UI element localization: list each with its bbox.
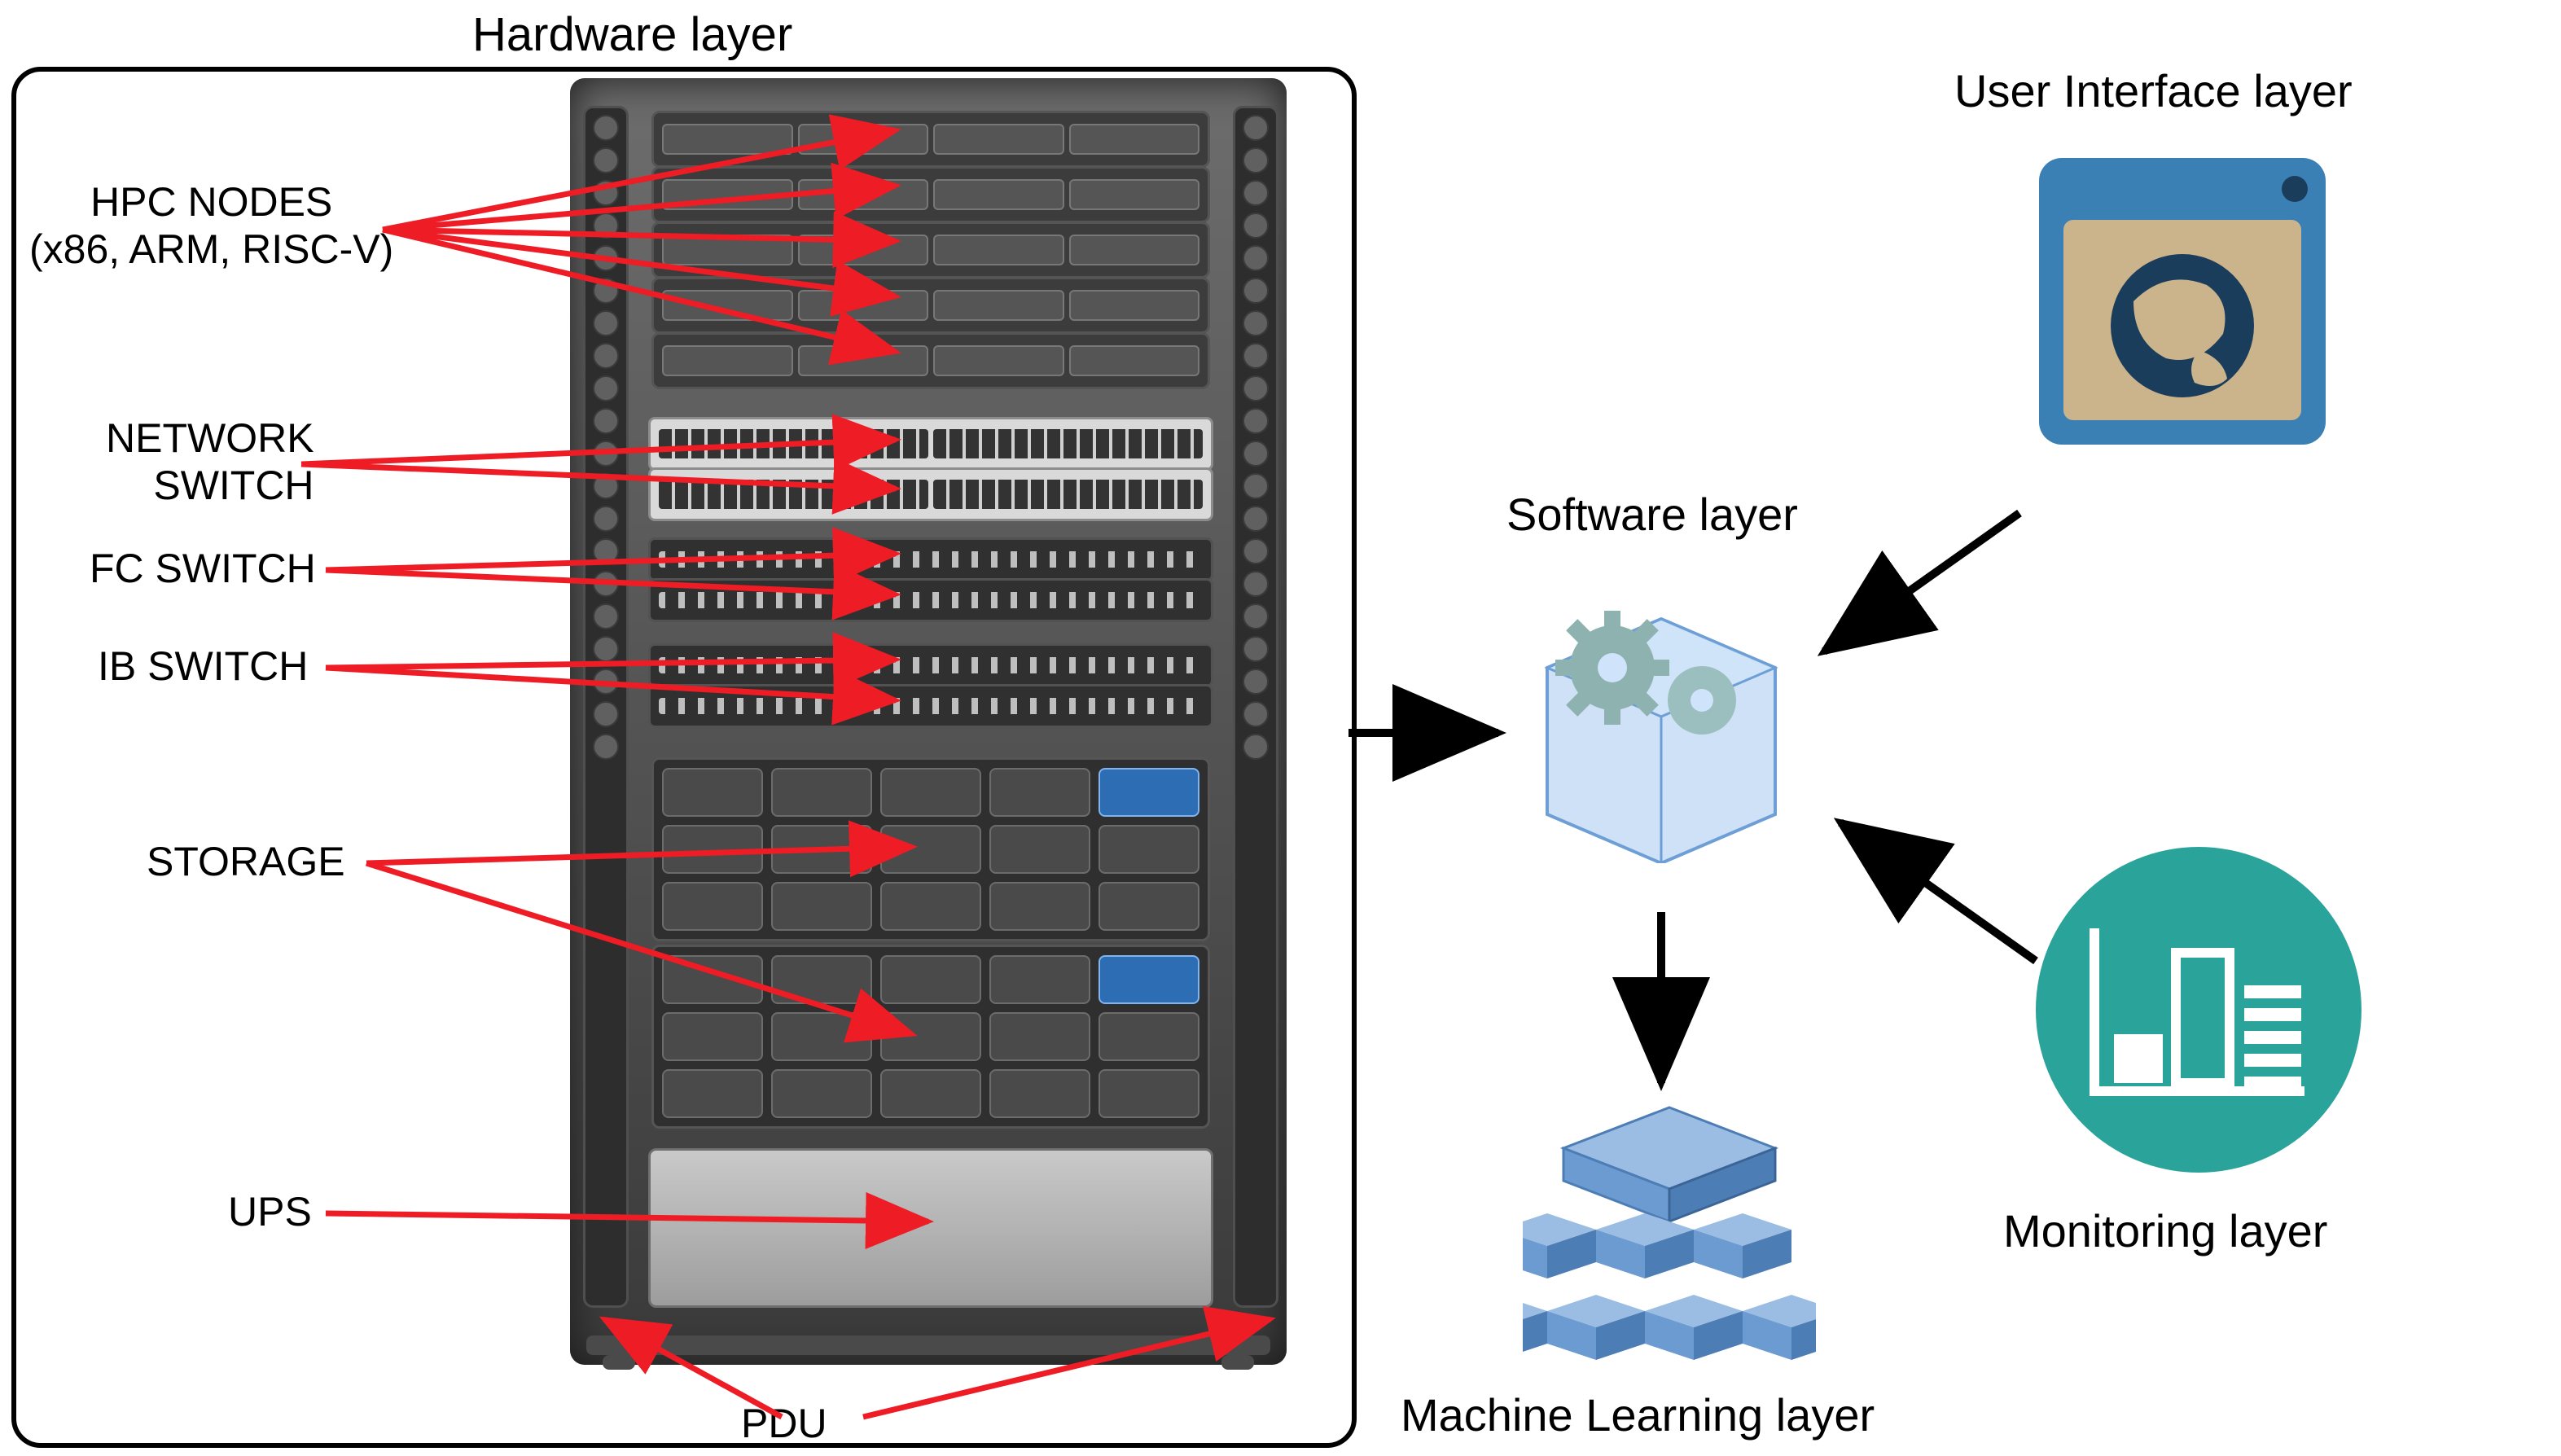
- ib-switch: [648, 643, 1213, 687]
- fc-switch: [648, 537, 1213, 581]
- hpc-node: [651, 111, 1210, 168]
- rack-rail-left: [583, 106, 629, 1308]
- rack-foot: [1221, 1355, 1254, 1370]
- network-switch-label: NETWORKSWITCH: [106, 415, 314, 509]
- ups-label: UPS: [228, 1189, 312, 1236]
- ui-layer-icon: [2036, 155, 2329, 448]
- hpc-node: [651, 166, 1210, 223]
- fc-switch-label: FC SWITCH: [90, 546, 316, 593]
- storage-bay: [651, 945, 1210, 1129]
- rack-base: [586, 1335, 1270, 1355]
- diagram-canvas: Hardware layer: [0, 0, 2561, 1456]
- storage-label: STORAGE: [147, 839, 345, 886]
- hpc-node: [651, 277, 1210, 334]
- ib-switch-label: IB SWITCH: [98, 643, 308, 691]
- hardware-layer-title: Hardware layer: [472, 8, 792, 63]
- network-switch: [648, 417, 1213, 471]
- fc-switch: [648, 578, 1213, 622]
- monitoring-layer-label: Monitoring layer: [2003, 1205, 2327, 1257]
- pdu-label: PDU: [741, 1401, 827, 1448]
- network-switch: [648, 467, 1213, 521]
- hpc-node: [651, 332, 1210, 389]
- hpc-label: HPC NODES(x86, ARM, RISC-V): [29, 179, 393, 273]
- hpc-node: [651, 221, 1210, 278]
- software-layer-icon: [1515, 570, 1808, 863]
- ml-layer-label: Machine Learning layer: [1401, 1389, 1875, 1441]
- rack-rail-right: [1233, 106, 1278, 1308]
- ui-layer-label: User Interface layer: [1954, 65, 2353, 117]
- rack-foot: [603, 1355, 635, 1370]
- storage-bay: [651, 757, 1210, 941]
- software-layer-label: Software layer: [1506, 489, 1798, 541]
- monitoring-layer-icon: [2036, 847, 2361, 1173]
- ups-unit: [648, 1148, 1213, 1308]
- ml-layer-icon: [1523, 1099, 1816, 1392]
- ib-switch: [648, 684, 1213, 728]
